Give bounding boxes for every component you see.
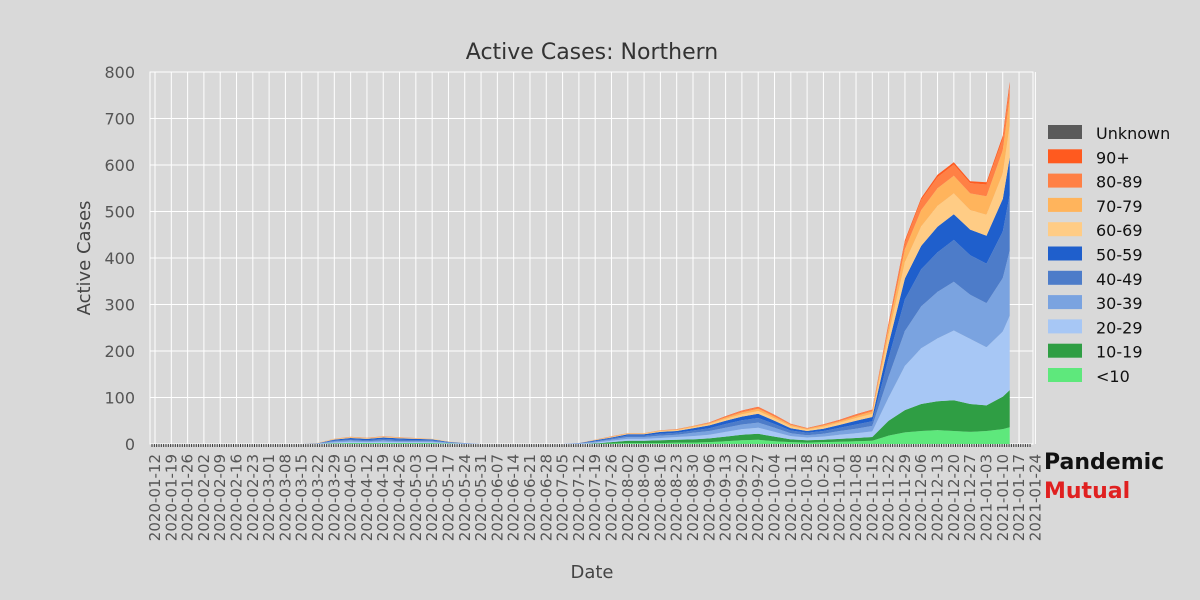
x-tick-label: 2020-06-14 [505, 454, 523, 541]
x-tick-label: 2021-01-17 [1010, 454, 1028, 541]
legend-label: 10-19 [1096, 343, 1143, 362]
x-tick-label: 2020-02-09 [211, 454, 229, 541]
x-tick-label: 2020-08-02 [619, 454, 637, 541]
x-tick-label: 2020-04-26 [391, 454, 409, 541]
x-tick-label: 2020-11-01 [831, 454, 849, 541]
x-tick-label: 2020-10-18 [798, 454, 816, 541]
x-tick-label: 2020-09-20 [733, 454, 751, 541]
x-tick-label: 2020-10-25 [814, 454, 832, 541]
legend-label: Unknown [1096, 124, 1170, 143]
y-tick-label: 200 [104, 342, 135, 361]
x-tick-label: 2020-09-06 [700, 454, 718, 541]
y-axis-label: Active Cases [74, 201, 95, 316]
x-tick-label: 2020-12-20 [945, 454, 963, 541]
legend-swatch [1048, 295, 1082, 310]
x-tick-label: 2020-05-24 [456, 454, 474, 541]
legend-swatch [1048, 197, 1082, 212]
legend-swatch [1048, 149, 1082, 164]
x-tick-label: 2020-07-12 [570, 454, 588, 541]
y-tick-label: 0 [125, 435, 135, 454]
x-tick-label: 2020-07-19 [586, 454, 604, 541]
x-tick-label: 2020-02-16 [228, 454, 246, 541]
x-tick-label: 2020-03-15 [293, 454, 311, 541]
legend-swatch [1048, 173, 1082, 188]
x-tick-label: 2020-08-09 [635, 454, 653, 541]
x-tick-label: 2020-04-19 [374, 454, 392, 541]
y-tick-label: 300 [104, 296, 135, 315]
x-tick-label: 2020-03-08 [276, 454, 294, 541]
x-tick-label: 2020-12-27 [961, 454, 979, 541]
legend-swatch [1048, 246, 1082, 261]
x-tick-label: 2020-03-22 [309, 454, 327, 541]
x-tick-label: 2020-11-08 [847, 454, 865, 541]
legend-label: <10 [1096, 367, 1130, 386]
x-tick-label: 2020-11-22 [880, 454, 898, 541]
x-tick-label: 2020-05-10 [423, 454, 441, 541]
legend-swatch [1048, 368, 1082, 382]
legend-swatch [1048, 319, 1082, 334]
x-tick-label: 2020-05-17 [439, 454, 457, 541]
legend-swatch [1048, 222, 1082, 237]
x-tick-label: 2020-09-13 [717, 454, 735, 541]
y-tick-label: 600 [104, 156, 135, 175]
x-tick-label: 2020-02-02 [195, 454, 213, 541]
x-tick-label: 2020-06-28 [537, 454, 555, 541]
y-tick-label: 800 [104, 63, 135, 82]
brand-line-1: Pandemic [1044, 450, 1165, 475]
x-tick-label: 2021-01-03 [977, 454, 995, 541]
area-series-10 [155, 427, 1010, 444]
x-tick-label: 2020-03-01 [260, 454, 278, 541]
legend-label: 40-49 [1096, 270, 1143, 289]
x-tick-label: 2020-07-26 [602, 454, 620, 541]
y-tick-label: 400 [104, 249, 135, 268]
x-tick-label: 2020-12-13 [929, 454, 947, 541]
x-tick-label: 2020-06-07 [488, 454, 506, 541]
legend: Unknown 90+ 80-89 70-79 60-69 50-59 40-49 30-39… [1048, 124, 1170, 386]
x-tick-label: 2020-01-19 [162, 454, 180, 541]
y-tick-label: 100 [104, 389, 135, 408]
legend-label: 50-59 [1096, 246, 1143, 265]
x-tick-label: 2020-07-05 [554, 454, 572, 541]
brand-line-2: Mutual [1044, 479, 1131, 504]
x-tick-label: 2020-02-23 [244, 454, 262, 541]
legend-label: 20-29 [1096, 318, 1143, 337]
y-tick-label: 500 [104, 203, 135, 222]
legend-swatch [1048, 343, 1082, 358]
legend-label: 70-79 [1096, 197, 1143, 216]
y-axis: 0 100 200 300 400 500 600 700 800 [104, 63, 135, 454]
x-tick-label: 2020-08-16 [651, 454, 669, 541]
x-tick-label: 2020-10-04 [766, 454, 784, 541]
legend-label: 80-89 [1096, 173, 1143, 192]
x-tick-label: 2021-01-10 [994, 454, 1012, 541]
x-tick-label: 2020-05-03 [407, 454, 425, 541]
x-tick-label: 2020-08-30 [684, 454, 702, 541]
x-tick-label: 2020-04-05 [342, 454, 360, 541]
x-tick-label: 2020-10-11 [782, 454, 800, 541]
x-axis: 2020-01-122020-01-192020-01-262020-02-02… [146, 444, 1044, 541]
x-tick-label: 2020-08-23 [668, 454, 686, 541]
x-tick-label: 2020-01-26 [179, 454, 197, 541]
y-tick-label: 700 [104, 110, 135, 129]
x-axis-label: Date [570, 562, 613, 583]
stacked-areas [155, 81, 1010, 445]
legend-label: 90+ [1096, 148, 1130, 167]
legend-label: 60-69 [1096, 221, 1143, 240]
x-tick-label: 2020-03-29 [325, 454, 343, 541]
legend-swatch [1048, 270, 1082, 285]
chart-title: Active Cases: Northern [466, 40, 718, 65]
x-tick-label: 2020-06-21 [521, 454, 539, 541]
x-tick-label: 2020-11-29 [896, 454, 914, 541]
x-tick-label: 2020-05-31 [472, 454, 490, 541]
x-tick-label: 2020-04-12 [358, 454, 376, 541]
x-tick-label: 2021-01-24 [1026, 454, 1044, 541]
x-tick-label: 2020-11-15 [863, 454, 881, 541]
legend-swatch [1048, 125, 1082, 139]
x-tick-label: 2020-12-06 [912, 454, 930, 541]
x-tick-label: 2020-09-27 [749, 454, 767, 541]
x-tick-label: 2020-01-12 [146, 454, 164, 541]
legend-label: 30-39 [1096, 294, 1143, 313]
